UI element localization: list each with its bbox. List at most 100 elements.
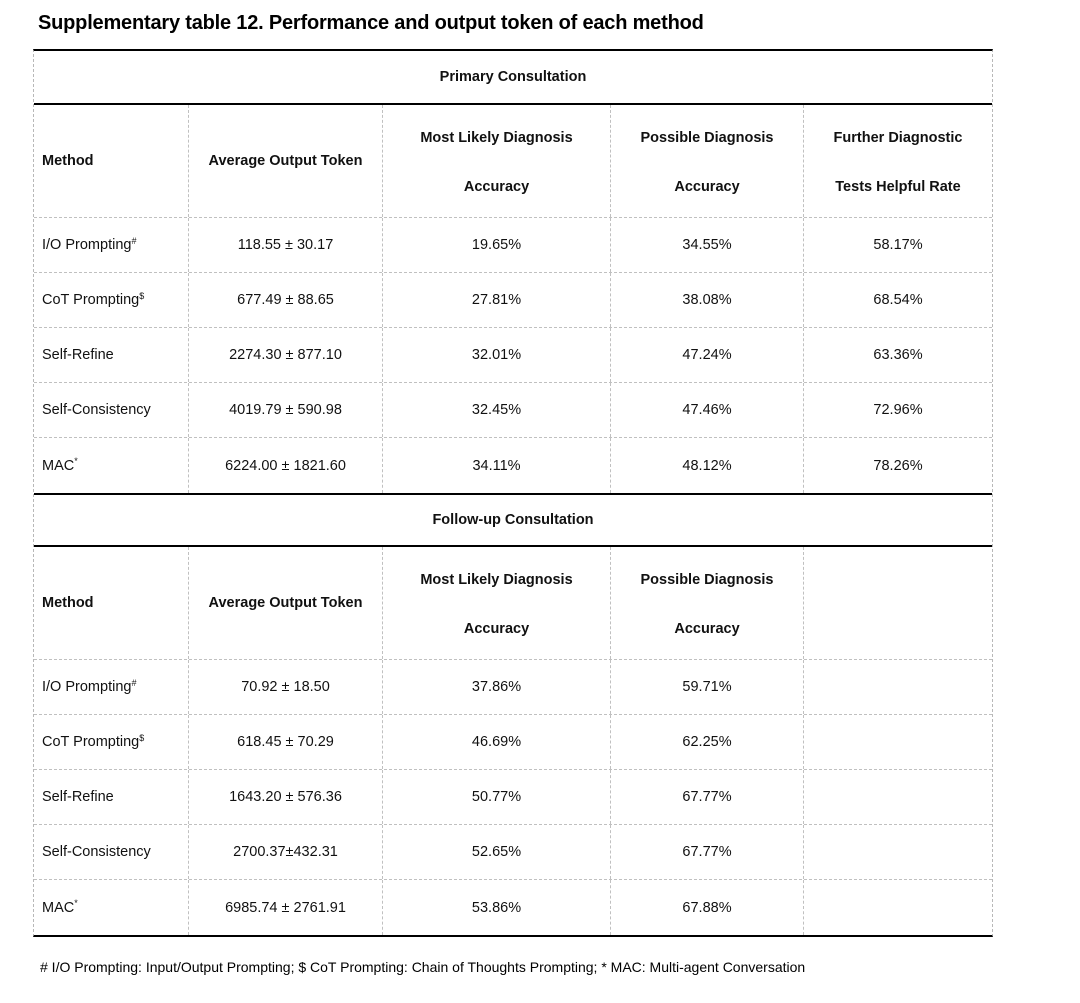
- header-most-likely-line2: Accuracy: [463, 621, 530, 637]
- header-possible: Possible Diagnosis Accuracy: [611, 105, 804, 217]
- header-method: Method: [34, 547, 189, 659]
- header-most-likely: Most Likely Diagnosis Accuracy: [383, 547, 611, 659]
- possible-cell: 48.12%: [611, 438, 804, 493]
- header-most-likely-line2: Accuracy: [463, 179, 530, 195]
- header-most-likely-line1: Most Likely Diagnosis: [420, 572, 573, 588]
- further-cell: [804, 770, 992, 824]
- table-row: CoT Prompting $ 677.49 ± 88.65 27.81% 38.…: [34, 273, 992, 328]
- possible-cell: 67.77%: [611, 825, 804, 879]
- method-footnote-marker: #: [131, 235, 137, 246]
- method-cell: I/O Prompting #: [34, 660, 189, 714]
- possible-cell: 67.77%: [611, 770, 804, 824]
- table-row: MAC * 6985.74 ± 2761.91 53.86% 67.88%: [34, 880, 992, 935]
- most-likely-cell: 37.86%: [383, 660, 611, 714]
- table-row: I/O Prompting # 118.55 ± 30.17 19.65% 34.…: [34, 218, 992, 273]
- method-cell: Self-Consistency: [34, 383, 189, 437]
- most-likely-cell: 52.65%: [383, 825, 611, 879]
- avg-token-cell: 2700.37±432.31: [189, 825, 383, 879]
- method-name: Self-Refine: [42, 789, 114, 805]
- section-title-primary: Primary Consultation: [34, 51, 992, 105]
- method-cell: CoT Prompting $: [34, 273, 189, 327]
- further-cell: 58.17%: [873, 237, 923, 253]
- header-possible: Possible Diagnosis Accuracy: [611, 547, 804, 659]
- most-likely-cell: 46.69%: [383, 715, 611, 769]
- method-name: Self-Consistency: [42, 402, 151, 418]
- avg-token-cell: 6985.74 ± 2761.91: [189, 880, 383, 935]
- method-footnote-marker: $: [139, 732, 145, 743]
- further-cell: [804, 660, 992, 714]
- most-likely-cell: 19.65%: [383, 218, 611, 272]
- most-likely-cell: 32.45%: [383, 383, 611, 437]
- avg-token-cell: 4019.79 ± 590.98: [189, 383, 383, 437]
- most-likely-cell: 32.01%: [383, 328, 611, 382]
- header-further-line1: Further Diagnostic: [833, 130, 963, 146]
- avg-token-cell: 70.92 ± 18.50: [189, 660, 383, 714]
- method-name: CoT Prompting: [42, 292, 140, 308]
- page-title: Supplementary table 12. Performance and …: [38, 12, 704, 34]
- method-name: I/O Prompting: [42, 237, 132, 253]
- header-most-likely-line1: Most Likely Diagnosis: [420, 130, 573, 146]
- section-title-followup: Follow-up Consultation: [34, 493, 992, 547]
- method-name: I/O Prompting: [42, 679, 132, 695]
- avg-token-cell: 1643.20 ± 576.36: [189, 770, 383, 824]
- header-possible-line1: Possible Diagnosis: [640, 572, 774, 588]
- further-cell: 63.36%: [873, 347, 923, 363]
- further-cell: 68.54%: [873, 292, 923, 308]
- performance-table: Primary Consultation Method Average Outp…: [33, 49, 993, 937]
- table-row: Self-Consistency 4019.79 ± 590.98 32.45%…: [34, 383, 992, 438]
- header-further: Further Diagnostic Tests Helpful Rate: [804, 105, 992, 217]
- method-name: Self-Refine: [42, 347, 114, 363]
- table-row: I/O Prompting # 70.92 ± 18.50 37.86% 59.7…: [34, 660, 992, 715]
- further-cell: 78.26%: [873, 457, 923, 474]
- method-cell: Self-Consistency: [34, 825, 189, 879]
- header-avg-token: Average Output Token: [189, 105, 383, 217]
- table-footnote: # I/O Prompting: Input/Output Prompting;…: [40, 959, 806, 975]
- avg-token-cell: 118.55 ± 30.17: [189, 218, 383, 272]
- method-name: CoT Prompting: [42, 734, 140, 750]
- further-cell: [804, 825, 992, 879]
- avg-token-cell: 618.45 ± 70.29: [189, 715, 383, 769]
- possible-cell: 59.71%: [611, 660, 804, 714]
- method-name: MAC: [42, 457, 75, 474]
- header-avg-token: Average Output Token: [189, 547, 383, 659]
- method-footnote-marker: #: [131, 677, 137, 688]
- possible-cell: 38.08%: [611, 273, 804, 327]
- method-cell: I/O Prompting #: [34, 218, 189, 272]
- header-further-line2: Tests Helpful Rate: [835, 179, 961, 195]
- method-cell: Self-Refine: [34, 328, 189, 382]
- page: Supplementary table 12. Performance and …: [33, 12, 993, 975]
- possible-cell: 67.88%: [611, 880, 804, 935]
- method-name: MAC: [42, 899, 75, 916]
- most-likely-cell: 34.11%: [383, 438, 611, 493]
- table-row: CoT Prompting $ 618.45 ± 70.29 46.69% 62.…: [34, 715, 992, 770]
- further-cell: [804, 715, 992, 769]
- most-likely-cell: 50.77%: [383, 770, 611, 824]
- most-likely-cell: 27.81%: [383, 273, 611, 327]
- method-footnote-marker: *: [74, 456, 78, 466]
- table-row: Self-Refine 1643.20 ± 576.36 50.77% 67.7…: [34, 770, 992, 825]
- table-row: MAC * 6224.00 ± 1821.60 34.11% 48.12% 78.…: [34, 438, 992, 493]
- further-cell: [804, 880, 992, 935]
- followup-header-row: Method Average Output Token Most Likely …: [34, 547, 992, 660]
- method-name: Self-Consistency: [42, 844, 151, 860]
- avg-token-cell: 677.49 ± 88.65: [189, 273, 383, 327]
- method-cell: CoT Prompting $: [34, 715, 189, 769]
- possible-cell: 47.46%: [611, 383, 804, 437]
- possible-cell: 62.25%: [611, 715, 804, 769]
- header-possible-line2: Accuracy: [674, 179, 740, 195]
- most-likely-cell: 53.86%: [383, 880, 611, 935]
- method-cell: Self-Refine: [34, 770, 189, 824]
- further-cell: 72.96%: [873, 402, 923, 418]
- avg-token-cell: 6224.00 ± 1821.60: [189, 438, 383, 493]
- method-footnote-marker: *: [74, 898, 78, 908]
- method-cell: MAC *: [34, 880, 189, 935]
- possible-cell: 34.55%: [611, 218, 804, 272]
- avg-token-cell: 2274.30 ± 877.10: [189, 328, 383, 382]
- table-row: Self-Refine 2274.30 ± 877.10 32.01% 47.2…: [34, 328, 992, 383]
- header-empty: [804, 547, 992, 659]
- method-footnote-marker: $: [139, 290, 145, 301]
- header-possible-line1: Possible Diagnosis: [640, 130, 774, 146]
- header-possible-line2: Accuracy: [674, 621, 740, 637]
- method-cell: MAC *: [34, 438, 189, 493]
- header-most-likely: Most Likely Diagnosis Accuracy: [383, 105, 611, 217]
